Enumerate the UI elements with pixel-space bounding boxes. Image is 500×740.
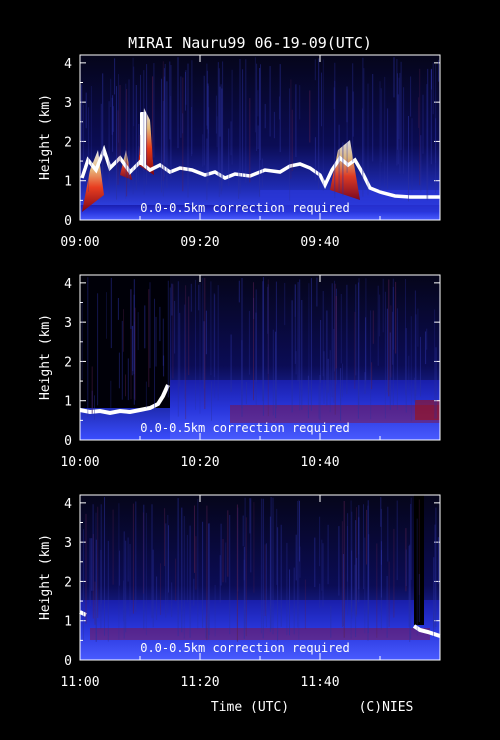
panel-3-annotation: 0.0-0.5km correction required bbox=[140, 641, 350, 655]
panel-3-y-ticks: 0 1 2 3 4 bbox=[64, 497, 440, 669]
panel-1-ylabel: Height (km) bbox=[38, 94, 53, 180]
y-tick-label: 2 bbox=[64, 135, 72, 150]
y-tick-label: 4 bbox=[64, 497, 72, 512]
panel-2-cloud-layer bbox=[79, 275, 440, 440]
panel-2-y-ticks: 0 1 2 3 4 bbox=[64, 277, 440, 449]
x-tick-label: 10:20 bbox=[180, 455, 219, 470]
panel-1-annotation: 0.0-0.5km correction required bbox=[140, 201, 350, 215]
panel-2-ylabel: Height (km) bbox=[38, 314, 53, 400]
x-axis-title: Time (UTC) bbox=[211, 700, 289, 715]
x-tick-label: 11:20 bbox=[180, 675, 219, 690]
y-tick-label: 2 bbox=[64, 355, 72, 370]
panel-2-annotation: 0.0-0.5km correction required bbox=[140, 421, 350, 435]
panel-1-cloud-layer bbox=[80, 108, 440, 220]
credit-label: (C)NIES bbox=[359, 700, 414, 715]
y-tick-label: 3 bbox=[64, 536, 72, 551]
x-tick-label: 10:40 bbox=[300, 455, 339, 470]
y-tick-label: 2 bbox=[64, 575, 72, 590]
panel-3-x-ticks: 11:00 11:20 11:40 bbox=[60, 495, 381, 690]
y-tick-label: 4 bbox=[64, 277, 72, 292]
panel-3-ylabel: Height (km) bbox=[38, 534, 53, 620]
panel-1-y-ticks: 0 1 2 3 4 bbox=[64, 57, 440, 229]
x-tick-label: 09:40 bbox=[300, 235, 339, 250]
panel-3: 0.0-0.5km correction required Height (km… bbox=[38, 494, 441, 690]
y-tick-label: 4 bbox=[64, 57, 72, 72]
panel-2: 0.0-0.5km correction required Height (km… bbox=[38, 274, 441, 470]
backscatter-streaks bbox=[81, 57, 439, 642]
panel-2-x-ticks: 10:00 10:20 10:40 bbox=[60, 275, 381, 470]
figure-title: MIRAI Nauru99 06-19-09(UTC) bbox=[128, 34, 372, 52]
x-tick-label: 11:00 bbox=[60, 675, 99, 690]
y-tick-label: 1 bbox=[64, 175, 72, 190]
y-tick-label: 0 bbox=[64, 214, 72, 229]
y-tick-label: 0 bbox=[64, 434, 72, 449]
y-tick-label: 1 bbox=[64, 615, 72, 630]
y-tick-label: 1 bbox=[64, 395, 72, 410]
y-tick-label: 3 bbox=[64, 96, 72, 111]
x-tick-label: 09:20 bbox=[180, 235, 219, 250]
panel-1-x-ticks: 09:00 09:20 09:40 bbox=[60, 55, 381, 250]
x-tick-label: 11:40 bbox=[300, 675, 339, 690]
y-tick-label: 0 bbox=[64, 654, 72, 669]
x-tick-label: 10:00 bbox=[60, 455, 99, 470]
y-tick-label: 3 bbox=[64, 316, 72, 331]
x-tick-label: 09:00 bbox=[60, 235, 99, 250]
panel-3-cloud-layer bbox=[79, 495, 441, 660]
